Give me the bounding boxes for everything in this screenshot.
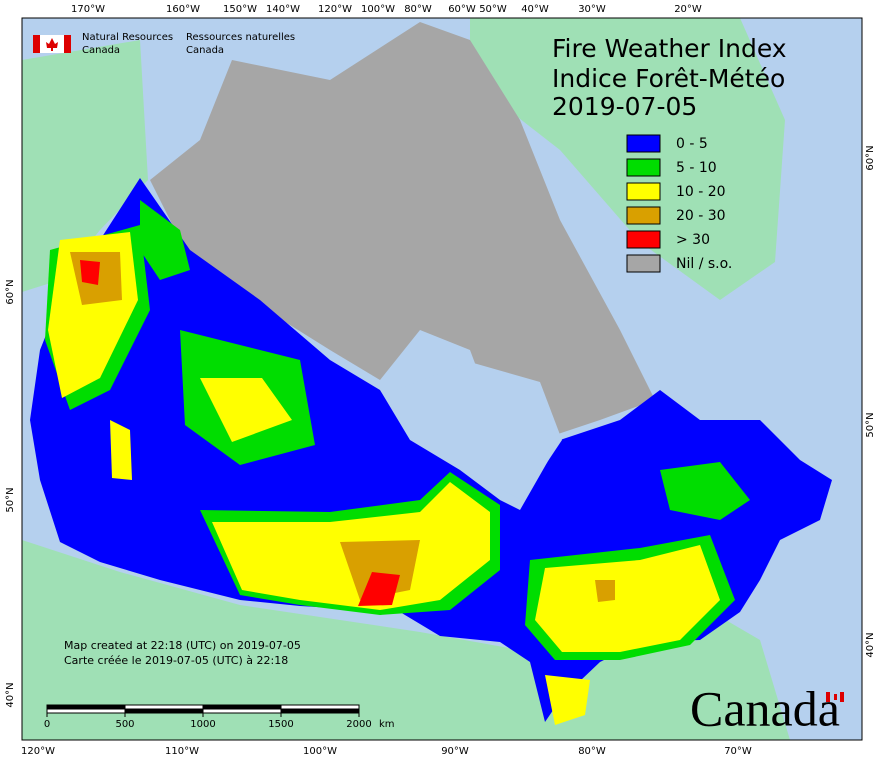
latitude-label: 60°N: [5, 279, 16, 304]
legend-swatch: [626, 134, 661, 153]
maple-leaf: [46, 38, 58, 51]
longitude-label: 50°W: [479, 4, 507, 15]
latitude-label: 40°N: [865, 632, 876, 657]
legend-label: 0 - 5: [676, 136, 708, 152]
latitude-label: 60°N: [865, 145, 876, 170]
scale-unit: km: [379, 719, 395, 730]
flag-bar: [64, 35, 71, 53]
scale-label: 1500: [268, 719, 293, 730]
longitude-label: 150°W: [223, 4, 257, 15]
wordmark-flag: [826, 692, 830, 702]
longitude-label: 30°W: [578, 4, 606, 15]
scale-segment: [124, 708, 204, 714]
longitude-label: 120°W: [21, 746, 55, 757]
fwi-patch: [358, 572, 400, 606]
legend-label: Nil / s.o.: [676, 256, 732, 272]
flag-bar: [33, 35, 40, 53]
longitude-label: 90°W: [441, 746, 469, 757]
legend-swatch: [626, 158, 661, 177]
legend-label: > 30: [676, 232, 710, 248]
fwi-patch: [545, 675, 590, 725]
note: Map created at 22:18 (UTC) on 2019-07-05: [64, 639, 301, 652]
longitude-label: 120°W: [318, 4, 352, 15]
fwi-patch: [595, 580, 615, 602]
alaska: [22, 40, 148, 292]
latitude-label: 50°N: [865, 412, 876, 437]
wordmark: Canada: [690, 680, 840, 736]
longitude-label: 20°W: [674, 4, 702, 15]
longitude-label: 170°W: [71, 4, 105, 15]
wordmark-flag: [840, 692, 844, 702]
agency-en: Canada: [82, 45, 120, 56]
fwi-patch: [340, 540, 420, 600]
legend-label: 10 - 20: [676, 184, 726, 200]
legend-label: 5 - 10: [676, 160, 717, 176]
title: Fire Weather Index: [552, 34, 787, 63]
fwi-patch: [110, 420, 132, 480]
longitude-label: 140°W: [266, 4, 300, 15]
agency-fr: Canada: [186, 45, 224, 56]
scale-segment: [280, 704, 360, 710]
longitude-label: 80°W: [404, 4, 432, 15]
longitude-label: 160°W: [166, 4, 200, 15]
longitude-label: 40°W: [521, 4, 549, 15]
agency-fr: Ressources naturelles: [186, 32, 295, 43]
map-frame: [21, 17, 863, 741]
longitude-label: 100°W: [303, 746, 337, 757]
fwi-patch: [200, 378, 292, 442]
hudson-bay: [390, 362, 562, 500]
latitude-label: 50°N: [5, 487, 16, 512]
legend-label: 20 - 30: [676, 208, 726, 224]
scale-label: 500: [115, 719, 134, 730]
fwi-patch: [660, 462, 750, 520]
longitude-label: 110°W: [165, 746, 199, 757]
legend-swatch: [626, 230, 661, 249]
arctic-no-data: [150, 22, 655, 440]
latitude-label: 40°N: [5, 682, 16, 707]
date: 2019-07-05: [552, 92, 697, 121]
fwi-patch: [535, 545, 720, 652]
scale-label: 0: [44, 719, 50, 730]
scale-segment: [202, 708, 282, 714]
note: Carte créée le 2019-07-05 (UTC) à 22:18: [64, 654, 288, 667]
legend-swatch: [626, 206, 661, 225]
scale-label: 1000: [190, 719, 215, 730]
scale-segment: [202, 704, 282, 710]
agency-en: Natural Resources: [82, 32, 173, 43]
longitude-label: 100°W: [361, 4, 395, 15]
scale-segment: [46, 704, 126, 710]
usa: [22, 540, 790, 740]
legend-swatch: [626, 182, 661, 201]
title: Indice Forêt-Météo: [552, 64, 785, 93]
scale-segment: [124, 704, 204, 710]
longitude-label: 80°W: [578, 746, 606, 757]
longitude-label: 60°W: [448, 4, 476, 15]
fwi-patch: [80, 260, 100, 285]
fwi-patch: [140, 200, 190, 280]
longitude-label: 70°W: [724, 746, 752, 757]
scale-segment: [280, 708, 360, 714]
wordmark-flag: [834, 694, 837, 700]
legend-swatch: [626, 254, 661, 273]
scale-label: 2000: [346, 719, 371, 730]
scale-segment: [46, 708, 126, 714]
